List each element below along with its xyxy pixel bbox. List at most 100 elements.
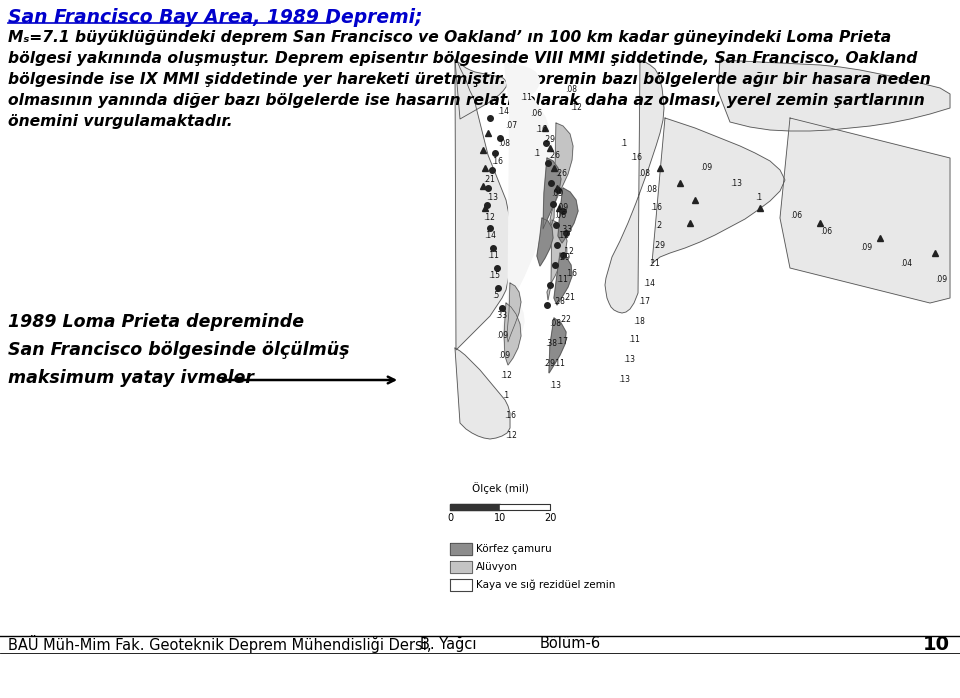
Text: .09: .09	[556, 204, 568, 212]
Text: .17: .17	[638, 297, 650, 306]
Polygon shape	[547, 220, 567, 300]
Text: .13: .13	[486, 193, 498, 202]
Text: .21: .21	[483, 175, 494, 184]
Text: .08: .08	[638, 170, 650, 179]
Polygon shape	[430, 60, 955, 633]
Text: .08: .08	[549, 318, 561, 327]
Text: .11: .11	[520, 94, 532, 103]
Text: San Francisco Bay Area, 1989 Depremi;: San Francisco Bay Area, 1989 Depremi;	[8, 8, 422, 27]
Text: .12: .12	[483, 214, 494, 223]
Polygon shape	[450, 561, 472, 573]
Text: .18: .18	[633, 316, 645, 325]
Text: .15: .15	[488, 272, 500, 281]
Text: BAÜ Müh-Mim Fak. Geoteknik Deprem Mühendisliği Dersi,: BAÜ Müh-Mim Fak. Geoteknik Deprem Mühend…	[8, 635, 431, 653]
Text: .21: .21	[563, 293, 575, 302]
Polygon shape	[504, 303, 521, 365]
Text: .26: .26	[555, 170, 567, 179]
Text: bölgesinde ise IX MMI şiddetinde yer hareketi üretmiştir. Depremin bazı bölgeler: bölgesinde ise IX MMI şiddetinde yer har…	[8, 72, 931, 87]
Text: .16: .16	[650, 204, 662, 212]
Polygon shape	[450, 543, 472, 555]
Text: .09: .09	[551, 189, 564, 198]
Text: .13: .13	[730, 179, 742, 188]
Text: .14: .14	[497, 107, 509, 115]
Text: .1: .1	[620, 138, 627, 147]
Text: .12: .12	[557, 232, 569, 241]
Text: .06: .06	[790, 211, 803, 219]
Text: .1: .1	[755, 193, 762, 202]
Text: .09: .09	[935, 276, 948, 285]
Polygon shape	[558, 188, 578, 243]
Text: 1989 Loma Prieta depreminde: 1989 Loma Prieta depreminde	[8, 313, 304, 331]
Polygon shape	[505, 63, 540, 104]
Text: .11: .11	[556, 276, 568, 285]
Text: maksimum yatay ivmeler: maksimum yatay ivmeler	[8, 369, 254, 387]
Text: .12: .12	[505, 431, 516, 440]
Text: .06: .06	[820, 226, 832, 235]
Text: .2: .2	[655, 221, 662, 230]
Text: .11: .11	[628, 336, 640, 345]
Text: San Francisco bölgesinde ölçülmüş: San Francisco bölgesinde ölçülmüş	[8, 341, 349, 359]
Text: Bölüm-6: Bölüm-6	[540, 637, 601, 651]
Text: .09: .09	[700, 163, 712, 172]
Text: .29: .29	[543, 135, 555, 144]
Text: bölgesi yakınında oluşmuştur. Deprem episentır bölgesinde VIII MMI şiddetinde, S: bölgesi yakınında oluşmuştur. Deprem epi…	[8, 51, 918, 66]
Text: .21: .21	[648, 260, 660, 269]
Text: .29: .29	[558, 253, 570, 262]
Polygon shape	[450, 579, 472, 591]
Polygon shape	[718, 60, 950, 131]
Text: .13: .13	[549, 382, 561, 390]
Text: .13: .13	[618, 376, 630, 385]
Polygon shape	[455, 60, 515, 350]
Text: .06: .06	[554, 211, 566, 219]
Text: 0: 0	[447, 513, 453, 523]
Text: .11: .11	[487, 251, 499, 260]
Polygon shape	[605, 60, 664, 313]
Text: .33: .33	[560, 225, 572, 235]
Text: .16: .16	[491, 158, 503, 167]
Text: .04: .04	[900, 258, 912, 267]
Text: .28: .28	[553, 297, 564, 306]
Text: Ölçek (mil): Ölçek (mil)	[471, 482, 528, 494]
Text: Kaya ve sığ rezidüel zemin: Kaya ve sığ rezidüel zemin	[476, 580, 615, 591]
Text: .12: .12	[562, 248, 574, 256]
Polygon shape	[550, 123, 573, 226]
Text: .12: .12	[570, 103, 582, 112]
Text: .16: .16	[535, 126, 547, 135]
Text: 10: 10	[493, 513, 506, 523]
Text: önemini vurgulamaktadır.: önemini vurgulamaktadır.	[8, 114, 232, 129]
Polygon shape	[500, 504, 550, 510]
Text: Körfez çamuru: Körfez çamuru	[476, 544, 552, 554]
Polygon shape	[455, 60, 507, 119]
Text: .14: .14	[643, 279, 655, 288]
Text: .09: .09	[498, 352, 510, 360]
Polygon shape	[652, 118, 785, 263]
Polygon shape	[506, 80, 554, 319]
Text: .26: .26	[548, 151, 560, 161]
Polygon shape	[554, 253, 572, 305]
Text: Alüvyon: Alüvyon	[476, 562, 518, 572]
Text: .09: .09	[496, 332, 508, 341]
Text: .38: .38	[545, 339, 557, 348]
Polygon shape	[455, 348, 510, 439]
Text: .08: .08	[498, 138, 510, 147]
Text: .1: .1	[533, 149, 540, 158]
Polygon shape	[445, 486, 595, 531]
Text: B. Yağcı: B. Yağcı	[420, 636, 476, 652]
Text: .16: .16	[504, 412, 516, 420]
Text: .08: .08	[645, 186, 657, 195]
Polygon shape	[537, 218, 553, 266]
Text: olmasının yanında diğer bazı bölgelerde ise hasarın relatif olarak daha az olmas: olmasının yanında diğer bazı bölgelerde …	[8, 93, 924, 108]
Text: .13: .13	[623, 355, 635, 364]
Polygon shape	[507, 283, 521, 342]
Polygon shape	[543, 158, 561, 229]
Text: .33: .33	[495, 311, 507, 320]
Polygon shape	[549, 318, 566, 373]
Polygon shape	[503, 298, 524, 346]
Text: .14: .14	[484, 232, 496, 241]
Text: .16: .16	[630, 154, 642, 163]
Text: .29: .29	[543, 359, 555, 368]
Text: Mₛ=7.1 büyüklüğündeki deprem San Francisco ve Oakland’ ın 100 km kadar güneyinde: Mₛ=7.1 büyüklüğündeki deprem San Francis…	[8, 30, 891, 45]
Text: 10: 10	[923, 634, 950, 653]
Text: .1: .1	[502, 392, 509, 401]
Polygon shape	[780, 118, 950, 303]
